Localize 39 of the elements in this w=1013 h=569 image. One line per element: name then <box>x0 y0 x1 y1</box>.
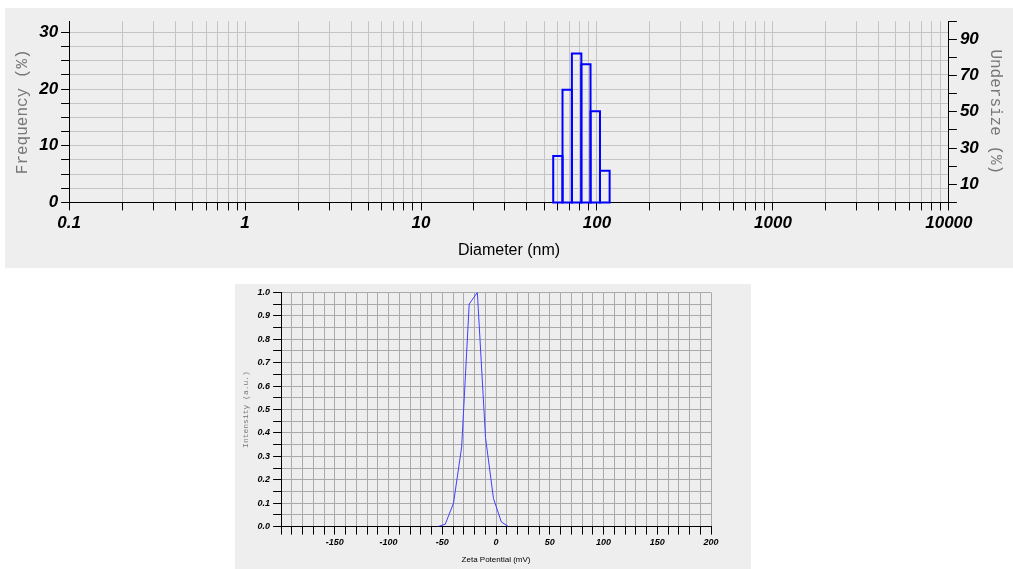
y2-axis-title: Undersize (%) <box>986 49 1005 175</box>
y2-tick-label: 50 <box>959 101 980 121</box>
y2-tick-label: 10 <box>959 173 980 193</box>
x-tick-label: 0.1 <box>57 213 81 233</box>
x-axis-title: Diameter (nm) <box>457 240 561 258</box>
x-tick-label: 0 <box>493 537 499 548</box>
y-tick-label: 0.6 <box>257 380 272 391</box>
y-tick-label: 0.9 <box>257 310 271 321</box>
x-tick-label: 150 <box>649 537 665 548</box>
y-axis-title: Intensity (a.u.) <box>240 371 250 448</box>
x-tick-label: 1 <box>240 213 250 233</box>
x-tick-label: 10000 <box>925 213 974 233</box>
x-tick-label: 200 <box>702 537 719 548</box>
y-tick-label: 0.3 <box>257 450 271 461</box>
y-tick-label: 0.1 <box>257 497 271 508</box>
y-tick-label: 0.7 <box>257 357 272 368</box>
x-tick-label: 100 <box>596 537 612 548</box>
y2-tick-label: 90 <box>959 29 980 49</box>
y2-tick-label: 70 <box>959 65 980 85</box>
x-tick-label: 50 <box>544 537 555 548</box>
x-tick-label: 100 <box>582 213 612 233</box>
y-tick-label: 0 <box>48 192 59 212</box>
x-axis-title: Zeta Potential (mV) <box>461 555 531 565</box>
y-tick-label: 10 <box>39 135 59 155</box>
x-tick-label: -150 <box>325 537 344 548</box>
y-tick-label: 30 <box>39 22 59 42</box>
y2-tick-label: 30 <box>959 137 980 157</box>
x-tick-label: 10 <box>411 213 432 233</box>
x-tick-label: 1000 <box>754 213 793 233</box>
x-tick-label: -100 <box>379 537 398 548</box>
y-tick-label: 0.8 <box>257 333 271 344</box>
y-tick-label: 0.2 <box>257 474 271 485</box>
y-tick-label: 0.0 <box>257 521 271 532</box>
y-tick-label: 0.4 <box>257 427 271 438</box>
y-tick-label: 1.0 <box>257 286 271 297</box>
y-tick-label: 0.5 <box>257 403 272 414</box>
y-axis-title: Frequency (%) <box>13 49 32 175</box>
x-tick-label: -50 <box>435 537 449 548</box>
y-tick-label: 20 <box>38 78 59 98</box>
